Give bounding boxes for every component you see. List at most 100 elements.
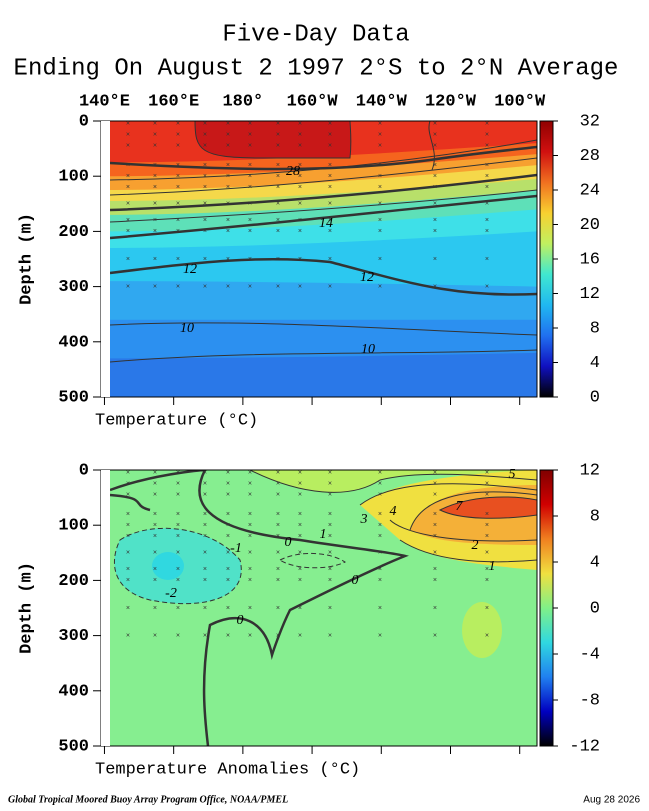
sensor-mark: × [433,201,437,209]
sensor-mark: × [298,132,302,140]
x-tick-label: 100°W [494,92,546,111]
sensor-mark: × [433,577,437,585]
y-tick-label: 400 [58,333,89,352]
sensor-mark: × [276,481,280,489]
sensor-mark: × [248,511,252,519]
sensor-mark: × [176,256,180,264]
sensor-mark: × [153,550,157,558]
contour-label: -2 [165,586,177,601]
colorbar-tick-label: 32 [580,112,600,131]
sensor-mark: × [203,184,207,192]
sensor-mark: × [203,605,207,613]
sensor-mark: × [433,132,437,140]
sensor-mark: × [203,566,207,574]
contour-label: 0 [237,613,244,628]
sensor-mark: × [248,492,252,500]
sensor-mark: × [328,550,332,558]
sensor-mark: × [126,632,130,640]
sensor-mark: × [433,470,437,478]
contour-label: 28 [286,164,300,179]
sensor-mark: × [298,121,302,129]
sensor-mark: × [328,162,332,170]
sensor-mark: × [226,577,230,585]
sensor-mark: × [153,184,157,192]
sensor-mark: × [248,283,252,291]
sensor-mark: × [298,283,302,291]
sensor-mark: × [248,605,252,613]
sensor-mark: × [276,511,280,519]
y-tick-label: 200 [58,572,89,591]
sensor-mark: × [276,470,280,478]
contour-label: 5 [509,467,516,482]
subtitle: Ending On August 2 1997 2°S to 2°N Avera… [14,55,619,82]
sensor-mark: × [433,143,437,151]
no-data-strip [101,470,110,746]
sensor-mark: × [226,121,230,129]
sensor-mark: × [485,283,489,291]
sensor-mark: × [226,217,230,225]
sensor-mark: × [248,132,252,140]
temperature-field: × × × × × × × × × × × × × × × × × × × × × × × × × × × × × × × × × × × × × × × ×… [101,121,537,397]
sensor-mark: × [328,143,332,151]
colorbar-tick-label: 12 [580,285,600,304]
sensor-mark: × [328,121,332,129]
sensor-mark: × [203,577,207,585]
sensor-mark: × [328,283,332,291]
sensor-mark: × [126,162,130,170]
sensor-mark: × [485,492,489,500]
sensor-mark: × [298,511,302,519]
sensor-mark: × [378,522,382,530]
sensor-mark: × [248,228,252,236]
sensor-mark: × [126,201,130,209]
sensor-mark: × [276,550,280,558]
color-band [152,552,184,580]
sensor-mark: × [203,121,207,129]
sensor-mark: × [276,228,280,236]
x-tick-label: 140°W [356,92,408,111]
contour-label: 7 [456,499,464,514]
sensor-mark: × [203,162,207,170]
sensor-mark: × [485,632,489,640]
sensor-mark: × [485,470,489,478]
sensor-mark: × [298,228,302,236]
sensor-mark: × [248,481,252,489]
sensor-mark: × [248,632,252,640]
sensor-mark: × [378,217,382,225]
sensor-mark: × [176,492,180,500]
sensor-mark: × [298,184,302,192]
sensor-mark: × [378,492,382,500]
sensor-mark: × [328,522,332,530]
sensor-mark: × [153,470,157,478]
sensor-mark: × [176,283,180,291]
sensor-mark: × [203,470,207,478]
sensor-mark: × [328,511,332,519]
sensor-mark: × [378,533,382,541]
sensor-mark: × [203,481,207,489]
sensor-mark: × [298,143,302,151]
sensor-mark: × [485,201,489,209]
sensor-mark: × [248,566,252,574]
color-band [250,470,537,493]
sensor-mark: × [485,121,489,129]
sensor-mark: × [276,173,280,181]
colorbar-tick-label: 12 [580,461,600,480]
sensor-mark: × [485,522,489,530]
sensor-mark: × [433,184,437,192]
sensor-mark: × [203,533,207,541]
sensor-mark: × [153,283,157,291]
sensor-mark: × [203,132,207,140]
sensor-mark: × [153,566,157,574]
sensor-mark: × [378,550,382,558]
sensor-mark: × [176,577,180,585]
sensor-mark: × [433,217,437,225]
sensor-mark: × [433,550,437,558]
sensor-mark: × [433,632,437,640]
sensor-mark: × [298,533,302,541]
sensor-mark: × [378,143,382,151]
sensor-mark: × [176,143,180,151]
sensor-mark: × [328,470,332,478]
sensor-mark: × [248,201,252,209]
colorbar-tick-label: 24 [580,181,600,200]
sensor-mark: × [378,632,382,640]
